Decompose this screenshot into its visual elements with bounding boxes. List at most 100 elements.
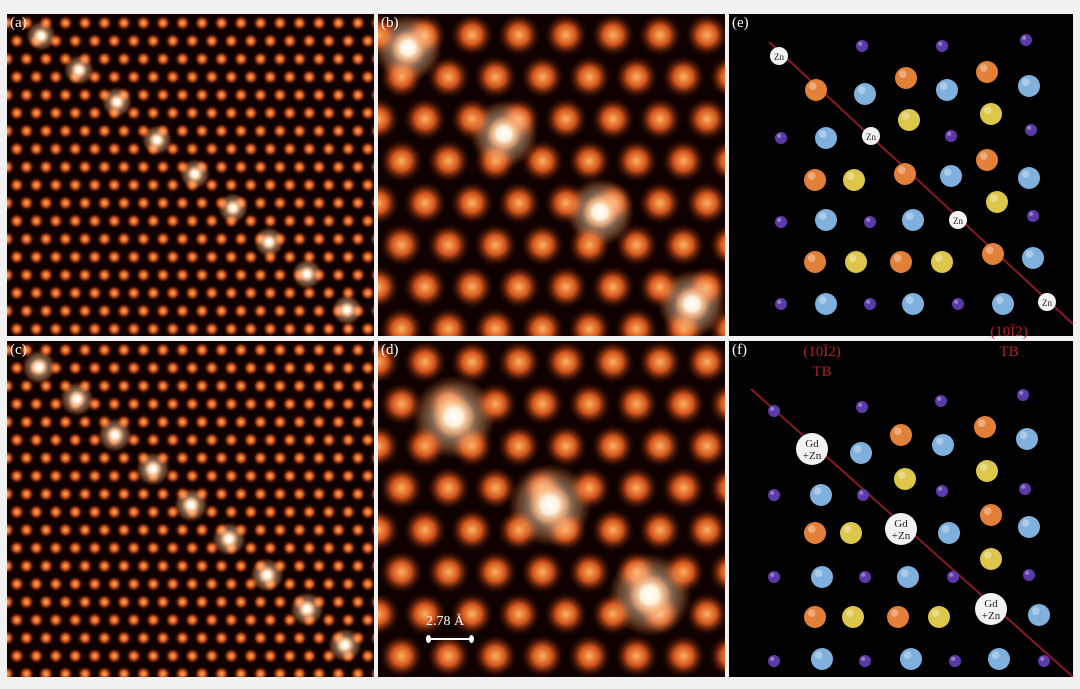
orange-atom	[804, 169, 826, 191]
orange-atom	[887, 606, 909, 628]
purple-atom	[1027, 210, 1039, 222]
panel-a: (a)	[7, 14, 374, 336]
purple-atom	[856, 40, 868, 52]
purple-atom	[859, 655, 871, 667]
yellow-atom	[898, 109, 920, 131]
yellow-atom	[894, 468, 916, 490]
purple-atom	[775, 298, 787, 310]
segregated-columns	[21, 349, 363, 663]
orange-atom	[804, 606, 826, 628]
scale-bar-label: 2.78 Å	[426, 614, 465, 629]
purple-atom	[936, 40, 948, 52]
solute-atom	[949, 211, 967, 229]
twin-type-label: TB	[999, 344, 1019, 360]
blue-atom	[815, 293, 837, 315]
purple-atom	[768, 571, 780, 583]
blue-atom	[936, 79, 958, 101]
blue-atom	[1018, 167, 1040, 189]
purple-atom	[856, 401, 868, 413]
orange-atom	[894, 163, 916, 185]
blue-atom	[900, 648, 922, 670]
purple-atom	[864, 298, 876, 310]
solute-atom	[770, 47, 788, 65]
atom-label: Zn	[774, 52, 784, 62]
scale-bar-cap-right	[469, 635, 474, 643]
atom-label: Zn	[866, 132, 876, 142]
purple-atom	[1038, 655, 1050, 667]
atom-label: Zn	[1042, 298, 1052, 308]
atom-label: Gd	[805, 438, 819, 450]
panel-c: (c)	[7, 341, 374, 677]
blue-atom	[815, 127, 837, 149]
purple-atom	[768, 655, 780, 667]
purple-atom	[949, 655, 961, 667]
blue-atom	[1028, 604, 1050, 626]
blue-atom	[1016, 428, 1038, 450]
purple-atom	[775, 132, 787, 144]
solute-atom	[796, 433, 828, 465]
atom-label: +Zn	[982, 610, 1001, 622]
twin-type-label: TB	[812, 364, 832, 380]
blue-atom	[1018, 516, 1040, 538]
panel-b: (b)	[378, 14, 725, 336]
orange-atom	[976, 149, 998, 171]
orange-atom	[804, 522, 826, 544]
atom-label: +Zn	[803, 450, 822, 462]
purple-atom	[952, 298, 964, 310]
orange-atom	[804, 251, 826, 273]
orange-atom	[982, 243, 1004, 265]
blue-atom	[810, 484, 832, 506]
segregated-columns	[412, 375, 692, 637]
yellow-atom	[986, 191, 1008, 213]
purple-atom	[945, 130, 957, 142]
yellow-atom	[840, 522, 862, 544]
atom-label: Zn	[953, 216, 963, 226]
purple-atom	[1019, 483, 1031, 495]
orange-atom	[890, 251, 912, 273]
blue-atom	[811, 648, 833, 670]
yellow-atom	[845, 251, 867, 273]
twin-plane-label: (10Ī2)	[990, 324, 1028, 340]
solute-atom	[975, 593, 1007, 625]
haadf-image-c	[7, 341, 374, 677]
orange-atom	[974, 416, 996, 438]
purple-atom	[1017, 389, 1029, 401]
purple-atom	[936, 485, 948, 497]
twin-boundary-label-left: (10Ī2) TB	[782, 342, 862, 382]
blue-atom	[854, 83, 876, 105]
blue-atom	[940, 165, 962, 187]
yellow-atom	[980, 103, 1002, 125]
blue-atom	[815, 209, 837, 231]
blue-atom	[938, 522, 960, 544]
yellow-atom	[931, 251, 953, 273]
blue-atom	[1022, 247, 1044, 269]
atom-label: Gd	[894, 518, 908, 530]
purple-atom	[768, 489, 780, 501]
blue-atom	[811, 566, 833, 588]
purple-atom	[857, 489, 869, 501]
scale-bar-cap-left	[426, 635, 431, 643]
yellow-atom	[842, 606, 864, 628]
solute-atom	[1038, 293, 1056, 311]
panel-f: (f) Gd +Zn Gd +Zn Gd +Zn	[729, 341, 1073, 677]
orange-atom	[895, 67, 917, 89]
purple-atom	[859, 571, 871, 583]
atom-label: +Zn	[892, 530, 911, 542]
panel-a-label: (a)	[10, 15, 27, 31]
yellow-atom	[980, 548, 1002, 570]
yellow-atom	[843, 169, 865, 191]
twin-boundary-label-right: (10Ī2) TB	[969, 322, 1049, 362]
solute-atom	[885, 513, 917, 545]
twin-plane-label: (10Ī2)	[803, 344, 841, 360]
orange-atom	[890, 424, 912, 446]
orange-atom	[976, 61, 998, 83]
blue-atom	[850, 442, 872, 464]
blue-atom	[1018, 75, 1040, 97]
blue-atom	[897, 566, 919, 588]
panel-e-label: (e)	[732, 15, 749, 31]
purple-atom	[768, 405, 780, 417]
blue-atom	[902, 293, 924, 315]
panel-d: (d)	[378, 341, 725, 677]
